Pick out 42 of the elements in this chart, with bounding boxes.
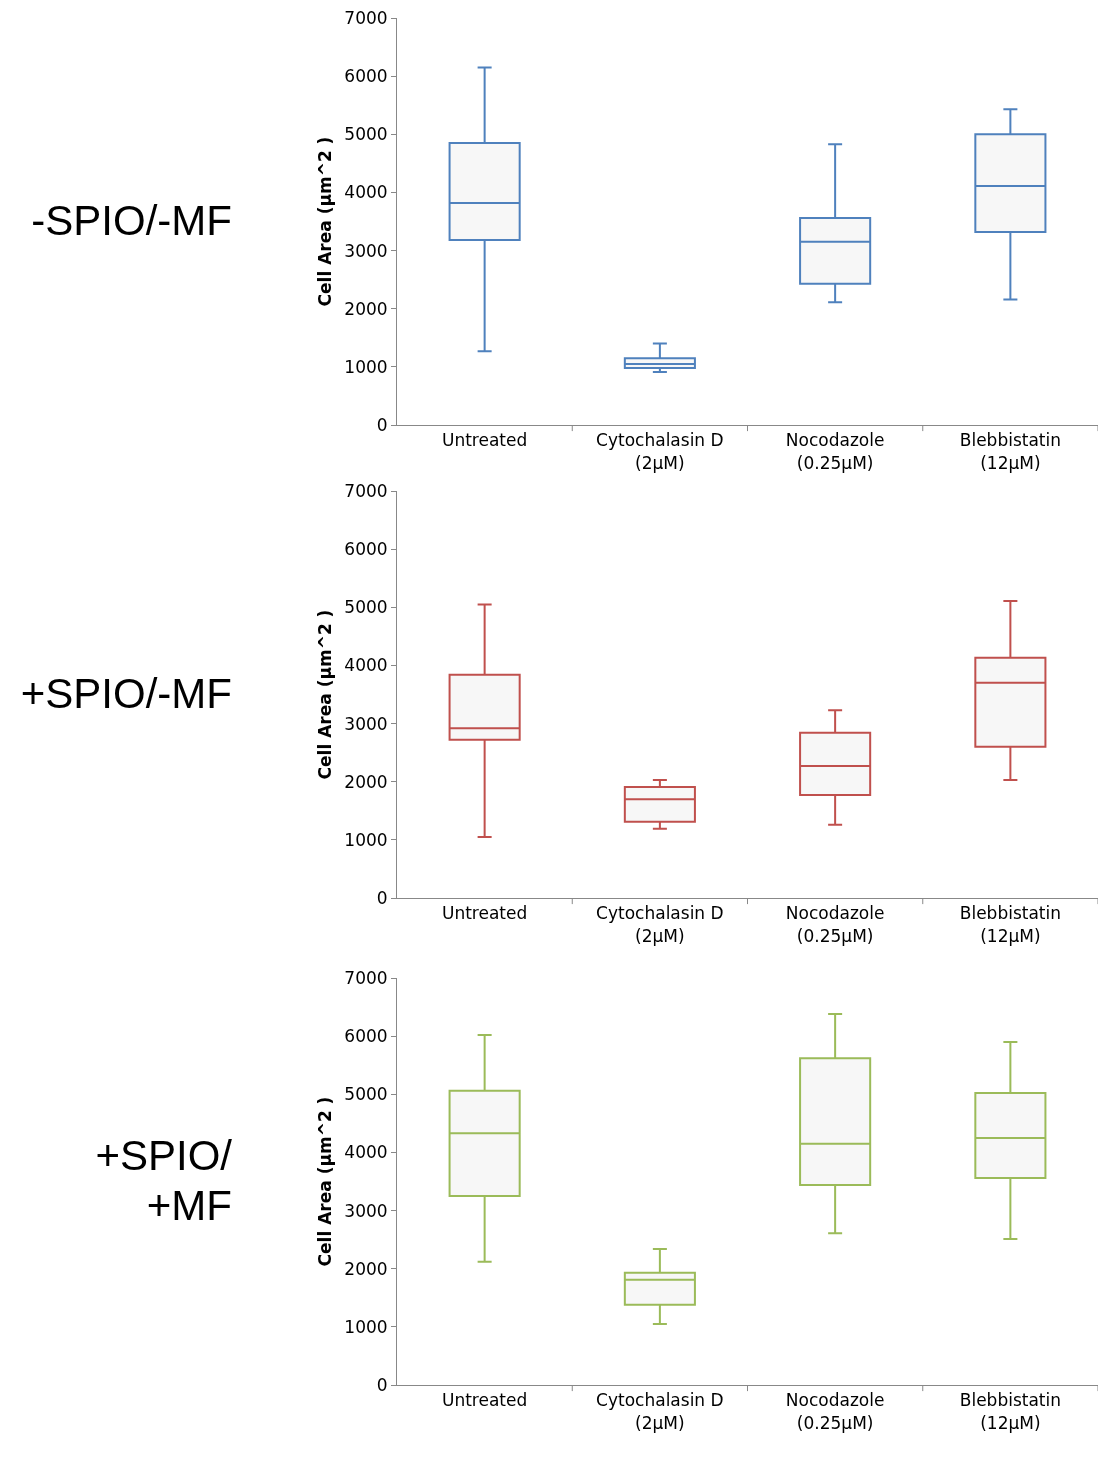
text: +SPIO/-MF xyxy=(19,669,232,719)
y-tick-label: 5000 xyxy=(344,597,388,618)
x-tick-label: Untreated xyxy=(441,430,528,451)
y-tick-label: 4000 xyxy=(344,182,388,203)
x-tick-label: Blebbistatin (12μM) xyxy=(959,903,1062,946)
y-tick-label: 2000 xyxy=(344,298,388,319)
text: +SPIO/ +MF xyxy=(94,1131,232,1231)
x-tick-label: Blebbistatin (12μM) xyxy=(959,1390,1062,1433)
x-tick-label: Untreated xyxy=(441,903,528,924)
y-tick-label: 2000 xyxy=(344,1258,388,1279)
y-tick-label: 7000 xyxy=(344,480,388,501)
y-tick-label: 5000 xyxy=(344,124,388,145)
x-tick-label: Cytochalasin D (2μM) xyxy=(596,1390,724,1433)
y-tick-label: 1000 xyxy=(344,356,388,377)
y-tick-label: 0 xyxy=(376,887,388,908)
x-tick-label: Nocodazole (0.25μM) xyxy=(785,430,885,473)
y-tick-label: 5000 xyxy=(344,1084,388,1105)
y-tick-label: 3000 xyxy=(344,1200,388,1221)
y-tick-label: 7000 xyxy=(344,7,388,28)
y-tick-label: 7000 xyxy=(344,967,388,988)
x-tick-label: Nocodazole (0.25μM) xyxy=(785,1390,885,1433)
y-tick-label: 3000 xyxy=(344,240,388,261)
y-tick-label: 3000 xyxy=(344,713,388,734)
y-axis-title: Cell Area (μm^2 ) xyxy=(314,1096,335,1267)
y-axis-title: Cell Area (μm^2 ) xyxy=(314,609,335,780)
x-tick-label: Nocodazole (0.25μM) xyxy=(785,903,885,946)
y-tick-label: 6000 xyxy=(344,539,388,560)
y-tick-label: 0 xyxy=(376,1374,388,1395)
y-axis-title: Cell Area (μm^2 ) xyxy=(314,136,335,307)
y-tick-label: 4000 xyxy=(344,1142,388,1163)
x-tick-label: Blebbistatin (12μM) xyxy=(959,430,1062,473)
y-tick-label: 1000 xyxy=(344,829,388,850)
x-tick-label: Cytochalasin D (2μM) xyxy=(596,903,724,946)
x-tick-label: Untreated xyxy=(441,1390,528,1411)
y-tick-label: 0 xyxy=(376,414,388,435)
y-tick-label: 6000 xyxy=(344,66,388,87)
y-tick-label: 6000 xyxy=(344,1026,388,1047)
y-tick-label: 4000 xyxy=(344,655,388,676)
y-tick-label: 1000 xyxy=(344,1316,388,1337)
x-tick-label: Cytochalasin D (2μM) xyxy=(596,430,724,473)
text: -SPIO/-MF xyxy=(30,196,232,246)
y-tick-label: 2000 xyxy=(344,771,388,792)
